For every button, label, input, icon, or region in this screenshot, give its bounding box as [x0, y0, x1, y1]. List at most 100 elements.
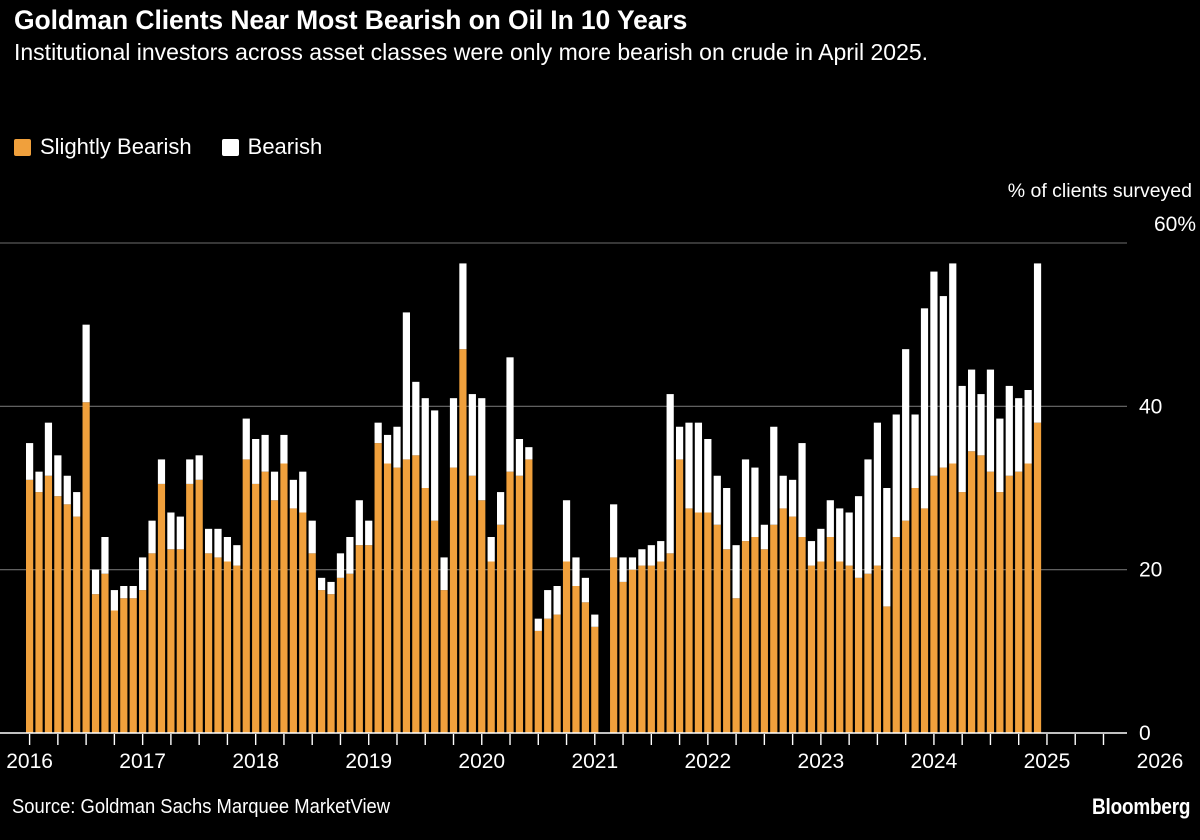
bar-segment-bearish[interactable] [619, 557, 627, 582]
bar-segment-slightly-bearish[interactable] [892, 537, 900, 733]
bar-segment-slightly-bearish[interactable] [365, 545, 373, 733]
bar-segment-slightly-bearish[interactable] [459, 349, 467, 733]
bar-segment-slightly-bearish[interactable] [497, 524, 505, 733]
bar-segment-slightly-bearish[interactable] [883, 606, 891, 733]
bar-segment-slightly-bearish[interactable] [544, 618, 552, 733]
bar-segment-slightly-bearish[interactable] [581, 602, 589, 733]
bar-segment-slightly-bearish[interactable] [666, 553, 674, 733]
bar-segment-slightly-bearish[interactable] [82, 402, 90, 733]
bar-segment-slightly-bearish[interactable] [958, 492, 966, 733]
bar-segment-slightly-bearish[interactable] [110, 610, 118, 734]
bar-segment-slightly-bearish[interactable] [591, 626, 599, 733]
bar-segment-bearish[interactable] [63, 475, 71, 505]
bar-segment-slightly-bearish[interactable] [968, 451, 976, 733]
bar-segment-bearish[interactable] [26, 443, 34, 480]
bar-segment-bearish[interactable] [129, 586, 137, 599]
bar-segment-slightly-bearish[interactable] [807, 565, 816, 733]
bar-segment-slightly-bearish[interactable] [449, 467, 458, 733]
bar-segment-bearish[interactable] [270, 471, 279, 501]
bar-segment-bearish[interactable] [760, 524, 768, 550]
bar-segment-slightly-bearish[interactable] [647, 565, 655, 733]
bar-segment-slightly-bearish[interactable] [336, 577, 345, 733]
bar-segment-bearish[interactable] [836, 508, 844, 562]
bar-segment-slightly-bearish[interactable] [553, 614, 561, 733]
bar-segment-bearish[interactable] [308, 520, 316, 554]
bar-segment-bearish[interactable] [610, 504, 618, 558]
bar-segment-bearish[interactable] [327, 581, 335, 595]
bar-segment-bearish[interactable] [591, 614, 599, 627]
bar-segment-bearish[interactable] [148, 520, 156, 554]
bar-segment-slightly-bearish[interactable] [412, 455, 420, 733]
bar-segment-slightly-bearish[interactable] [751, 537, 759, 733]
bar-segment-bearish[interactable] [186, 459, 194, 484]
bar-segment-bearish[interactable] [789, 479, 797, 517]
bar-segment-bearish[interactable] [431, 410, 439, 521]
bar-segment-bearish[interactable] [487, 537, 495, 562]
bar-segment-bearish[interactable] [336, 553, 345, 578]
bar-segment-bearish[interactable] [421, 398, 429, 488]
bar-segment-slightly-bearish[interactable] [572, 586, 580, 733]
bar-segment-slightly-bearish[interactable] [760, 549, 768, 733]
bar-segment-bearish[interactable] [977, 394, 985, 456]
bar-segment-slightly-bearish[interactable] [939, 467, 947, 733]
bar-segment-bearish[interactable] [968, 369, 976, 452]
bar-segment-bearish[interactable] [628, 557, 637, 570]
bar-segment-bearish[interactable] [299, 471, 307, 513]
bar-segment-bearish[interactable] [44, 422, 53, 476]
bar-segment-bearish[interactable] [110, 590, 118, 611]
bar-segment-bearish[interactable] [873, 422, 881, 566]
bar-segment-bearish[interactable] [986, 369, 995, 472]
bar-segment-slightly-bearish[interactable] [610, 557, 618, 733]
bar-segment-slightly-bearish[interactable] [675, 459, 684, 733]
bar-segment-bearish[interactable] [534, 618, 542, 631]
bar-segment-bearish[interactable] [355, 500, 363, 546]
bar-segment-bearish[interactable] [751, 467, 759, 537]
bar-segment-slightly-bearish[interactable] [214, 557, 222, 733]
bar-segment-slightly-bearish[interactable] [996, 492, 1004, 733]
bar-segment-slightly-bearish[interactable] [779, 508, 787, 733]
bar-segment-bearish[interactable] [845, 512, 853, 566]
bar-segment-bearish[interactable] [666, 394, 674, 554]
bar-segment-slightly-bearish[interactable] [431, 520, 439, 733]
bar-segment-slightly-bearish[interactable] [139, 590, 147, 733]
bar-segment-slightly-bearish[interactable] [845, 565, 853, 733]
bar-segment-slightly-bearish[interactable] [525, 459, 533, 733]
bar-segment-slightly-bearish[interactable] [280, 463, 288, 734]
bar-segment-slightly-bearish[interactable] [534, 630, 542, 733]
legend-item-slightly-bearish[interactable]: Slightly Bearish [14, 136, 192, 158]
bar-segment-slightly-bearish[interactable] [355, 545, 363, 733]
bar-segment-bearish[interactable] [195, 455, 203, 480]
bar-segment-bearish[interactable] [562, 500, 571, 562]
bar-segment-slightly-bearish[interactable] [789, 516, 797, 733]
bar-segment-slightly-bearish[interactable] [1015, 471, 1023, 733]
bar-segment-bearish[interactable] [694, 422, 703, 513]
bar-segment-bearish[interactable] [73, 492, 81, 517]
bar-segment-bearish[interactable] [280, 434, 288, 464]
bar-segment-bearish[interactable] [1024, 390, 1032, 464]
bar-segment-slightly-bearish[interactable] [515, 475, 524, 733]
bar-segment-slightly-bearish[interactable] [723, 549, 731, 733]
bar-segment-slightly-bearish[interactable] [638, 565, 646, 733]
bar-segment-slightly-bearish[interactable] [402, 459, 410, 733]
bar-segment-slightly-bearish[interactable] [873, 565, 881, 733]
bar-segment-bearish[interactable] [958, 385, 966, 493]
bar-segment-bearish[interactable] [1015, 398, 1023, 472]
bar-segment-slightly-bearish[interactable] [242, 459, 250, 733]
bar-segment-bearish[interactable] [864, 459, 872, 574]
bar-segment-bearish[interactable] [723, 488, 731, 550]
bar-segment-bearish[interactable] [468, 394, 476, 476]
bar-segment-slightly-bearish[interactable] [346, 573, 354, 733]
bar-segment-bearish[interactable] [581, 577, 589, 603]
bar-segment-bearish[interactable] [497, 492, 505, 525]
bar-segment-bearish[interactable] [120, 586, 128, 599]
bar-segment-bearish[interactable] [214, 528, 222, 558]
bar-segment-bearish[interactable] [515, 439, 524, 476]
bar-segment-slightly-bearish[interactable] [628, 569, 637, 733]
bar-segment-bearish[interactable] [525, 447, 533, 460]
bar-segment-slightly-bearish[interactable] [854, 577, 863, 733]
bar-segment-slightly-bearish[interactable] [54, 496, 62, 733]
bar-segment-slightly-bearish[interactable] [270, 500, 279, 733]
bar-segment-bearish[interactable] [902, 349, 910, 521]
bar-segment-slightly-bearish[interactable] [732, 598, 740, 733]
bar-segment-bearish[interactable] [157, 459, 166, 484]
